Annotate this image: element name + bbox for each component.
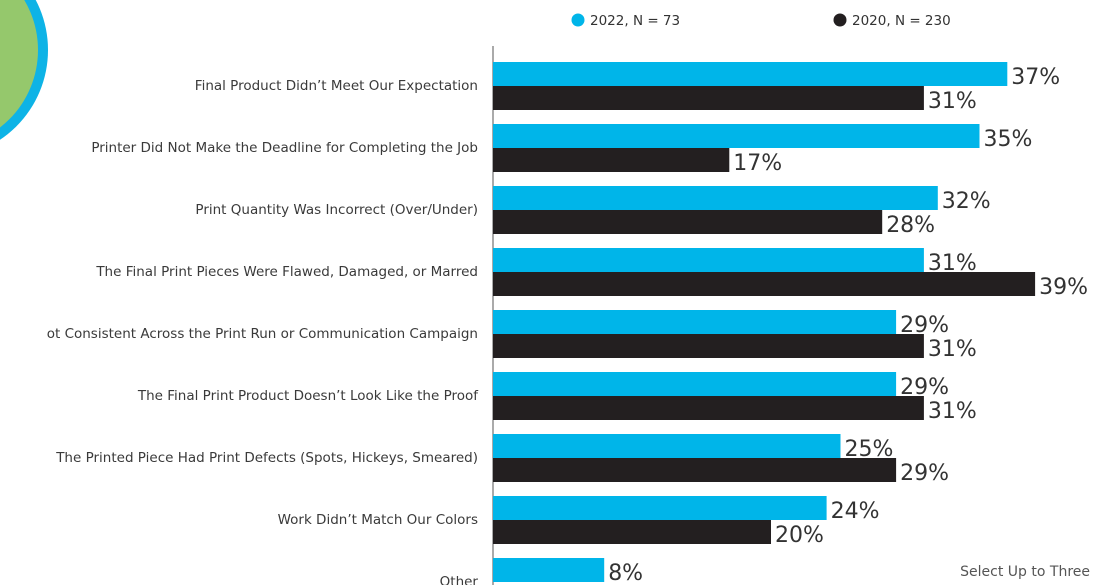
value-label: 37% — [1011, 65, 1060, 90]
bar — [493, 186, 938, 210]
value-label: 20% — [775, 523, 824, 548]
category-label: Other — [440, 574, 479, 585]
category-label: ot Consistent Across the Print Run or Co… — [47, 326, 478, 342]
bar — [493, 148, 730, 172]
bar — [493, 210, 883, 234]
value-label: 24% — [831, 499, 880, 524]
value-label: 8% — [608, 561, 643, 585]
legend-swatch — [833, 13, 847, 27]
value-label: 35% — [984, 127, 1033, 152]
bar — [493, 496, 827, 520]
decor-circle — [0, 0, 38, 128]
bar — [493, 272, 1036, 296]
bar — [493, 396, 924, 420]
legend-label: 2020, N = 230 — [852, 13, 951, 29]
category-label: The Final Print Pieces Were Flawed, Dama… — [95, 264, 478, 280]
category-label: Printer Did Not Make the Deadline for Co… — [91, 140, 478, 156]
category-label: Final Product Didn’t Meet Our Expectatio… — [195, 78, 478, 94]
category-label: The Printed Piece Had Print Defects (Spo… — [55, 450, 478, 466]
bar — [493, 86, 924, 110]
bar — [493, 62, 1008, 86]
legend-label: 2022, N = 73 — [590, 13, 680, 29]
value-label: 31% — [928, 89, 977, 114]
value-label: 25% — [845, 437, 894, 462]
value-label: 29% — [900, 461, 949, 486]
value-label: 17% — [733, 151, 782, 176]
value-label: 31% — [928, 399, 977, 424]
bar — [493, 458, 897, 482]
bar — [493, 248, 924, 272]
bar — [493, 520, 771, 544]
value-label: 39% — [1039, 275, 1088, 300]
value-label: 29% — [900, 313, 949, 338]
bar — [493, 434, 841, 458]
category-label: Print Quantity Was Incorrect (Over/Under… — [195, 202, 478, 218]
bar — [493, 558, 605, 582]
category-label: Work Didn’t Match Our Colors — [278, 512, 478, 528]
bar — [493, 334, 924, 358]
value-label: 32% — [942, 189, 991, 214]
value-label: 29% — [900, 375, 949, 400]
value-label: 28% — [886, 213, 935, 238]
annotation: Select Up to Three — [960, 564, 1090, 580]
legend-swatch — [571, 13, 585, 27]
bar — [493, 124, 980, 148]
category-label: The Final Print Product Doesn’t Look Lik… — [137, 388, 479, 404]
value-label: 31% — [928, 251, 977, 276]
bar — [493, 310, 897, 334]
value-label: 31% — [928, 337, 977, 362]
bar — [493, 372, 897, 396]
